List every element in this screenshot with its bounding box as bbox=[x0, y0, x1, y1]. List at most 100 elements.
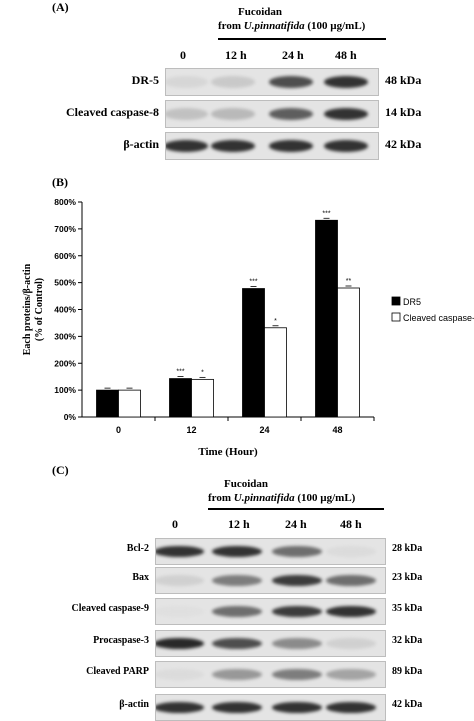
x-tick-label: 48 bbox=[332, 425, 342, 435]
panel-c-band bbox=[156, 668, 204, 681]
panel-c-band bbox=[212, 605, 262, 618]
bar-cleaved-caspase-8 bbox=[191, 378, 214, 418]
panel-c-band bbox=[326, 701, 376, 714]
legend-label: Cleaved caspase-8 bbox=[403, 313, 474, 323]
panel-c-sub-prefix: from bbox=[208, 492, 234, 504]
panel-c-band bbox=[326, 605, 376, 618]
y-tick-label: 0% bbox=[64, 412, 77, 422]
bar-dr5 bbox=[315, 219, 338, 418]
panel-c-treatment-title: Fucoidan bbox=[224, 478, 269, 490]
panel-a-band bbox=[166, 76, 208, 88]
significance-marker: *** bbox=[176, 369, 184, 376]
panel-c-row-size: 32 kDa bbox=[392, 634, 423, 646]
panel-a-band bbox=[166, 140, 208, 152]
panel-c-band bbox=[212, 701, 262, 714]
panel-a-band bbox=[269, 140, 313, 152]
panel-a-letter: (A) bbox=[52, 0, 69, 14]
panel-c-blot-strip bbox=[155, 538, 386, 565]
x-tick-label: 12 bbox=[186, 425, 196, 435]
panel-a-treatment-subtitle: from U.pinnatifida (100 µg/mL) bbox=[218, 20, 365, 32]
panel-a-band bbox=[324, 140, 368, 152]
panel-a-row-label: DR-5 bbox=[131, 73, 159, 87]
panel-a-time-24: 24 h bbox=[282, 48, 304, 62]
panel-c-letter: (C) bbox=[52, 463, 69, 477]
y-tick-label: 300% bbox=[54, 331, 76, 341]
panel-c-band bbox=[156, 701, 204, 714]
bar-chart: 0%100%200%300%400%500%600%700%800%0 12***… bbox=[22, 197, 474, 458]
panel-c-band bbox=[272, 574, 322, 587]
panel-c-band bbox=[212, 545, 262, 558]
panel-c-band bbox=[272, 545, 322, 558]
panel-c-sub-species: U.pinnatifida bbox=[233, 492, 295, 504]
panel-a-treatment-title: Fucoidan bbox=[238, 6, 283, 18]
bar-dr5 bbox=[96, 389, 119, 418]
y-tick-label: 400% bbox=[54, 305, 76, 315]
panel-a-blot-strip bbox=[165, 100, 379, 128]
panel-c-band bbox=[212, 574, 262, 587]
panel-c-time-48: 48 h bbox=[340, 517, 362, 531]
panel-c-row-label: Bax bbox=[132, 571, 149, 583]
significance-marker: ** bbox=[346, 278, 352, 285]
panel-c-band bbox=[156, 574, 204, 587]
y-axis-label-line2: (% of Control) bbox=[34, 278, 45, 341]
panel-c-band bbox=[156, 545, 204, 558]
panel-c-band bbox=[272, 668, 322, 681]
panel-a-sub-dose: (100 µg/mL) bbox=[304, 20, 366, 32]
panel-c-blot-strip bbox=[155, 630, 386, 657]
panel-c-time-0: 0 bbox=[172, 517, 178, 531]
panel-c-blot-strip bbox=[155, 567, 386, 594]
panel-a-time-0: 0 bbox=[180, 48, 186, 62]
panel-a-row-label: β-actin bbox=[123, 137, 159, 151]
y-tick-label: 100% bbox=[54, 385, 76, 395]
legend-swatch bbox=[391, 296, 401, 306]
panel-c-band bbox=[326, 545, 376, 558]
y-tick-label: 800% bbox=[54, 197, 76, 207]
y-tick-label: 500% bbox=[54, 278, 76, 288]
panel-c-row-label: β-actin bbox=[119, 698, 149, 710]
panel-a-treatment-bar bbox=[218, 38, 386, 40]
panel-c-band bbox=[156, 637, 204, 650]
bar-dr5 bbox=[242, 288, 265, 418]
panel-c-band bbox=[272, 605, 322, 618]
bar-cleaved-caspase-8 bbox=[118, 389, 141, 418]
panel-a-band bbox=[269, 76, 313, 88]
panel-a-row-label: Cleaved caspase-8 bbox=[66, 105, 159, 119]
bar-cleaved-caspase-8 bbox=[264, 327, 287, 418]
panel-c-row-size: 35 kDa bbox=[392, 602, 423, 614]
panel-c-row-size: 23 kDa bbox=[392, 571, 423, 583]
panel-b-letter: (B) bbox=[52, 175, 68, 189]
panel-a-band bbox=[211, 140, 255, 152]
panel-a-band bbox=[166, 108, 208, 120]
panel-c-row-label: Procaspase-3 bbox=[93, 634, 149, 646]
panel-c-band bbox=[326, 668, 376, 681]
panel-c-time-24: 24 h bbox=[285, 517, 307, 531]
panel-a-time-48: 48 h bbox=[335, 48, 357, 62]
panel-c-band bbox=[212, 668, 262, 681]
panel-c-treatment-subtitle: from U.pinnatifida (100 µg/mL) bbox=[208, 492, 355, 504]
panel-a-sub-prefix: from bbox=[218, 20, 244, 32]
panel-c-blot-strip bbox=[155, 694, 386, 721]
y-tick-label: 600% bbox=[54, 251, 76, 261]
panel-a-row-size: 48 kDa bbox=[385, 73, 422, 87]
panel-c-blot-strip bbox=[155, 598, 386, 625]
panel-a-time-12: 12 h bbox=[225, 48, 247, 62]
panel-c-row-label: Cleaved PARP bbox=[86, 665, 149, 677]
y-tick-label: 200% bbox=[54, 358, 76, 368]
significance-marker: * bbox=[274, 318, 277, 325]
panel-c-row-label: Bcl-2 bbox=[126, 542, 149, 554]
panel-a-sub-species: U.pinnatifida bbox=[243, 20, 305, 32]
panel-c-row-size: 42 kDa bbox=[392, 698, 423, 710]
panel-c-band bbox=[326, 637, 376, 650]
panel-c-sub-dose: (100 µg/mL) bbox=[294, 492, 356, 504]
panel-c-time-12: 12 h bbox=[228, 517, 250, 531]
panel-a-band bbox=[324, 76, 368, 88]
panel-c-band bbox=[272, 701, 322, 714]
panel-a-row-size: 42 kDa bbox=[385, 137, 422, 151]
panel-c-band bbox=[326, 574, 376, 587]
bar-dr5 bbox=[169, 378, 192, 418]
panel-a-band bbox=[324, 108, 368, 120]
panel-c-row-size: 28 kDa bbox=[392, 542, 423, 554]
panel-c-row-size: 89 kDa bbox=[392, 665, 423, 677]
y-axis-label-line1: Each proteins/β-actin bbox=[22, 263, 33, 355]
y-tick-label: 700% bbox=[54, 224, 76, 234]
